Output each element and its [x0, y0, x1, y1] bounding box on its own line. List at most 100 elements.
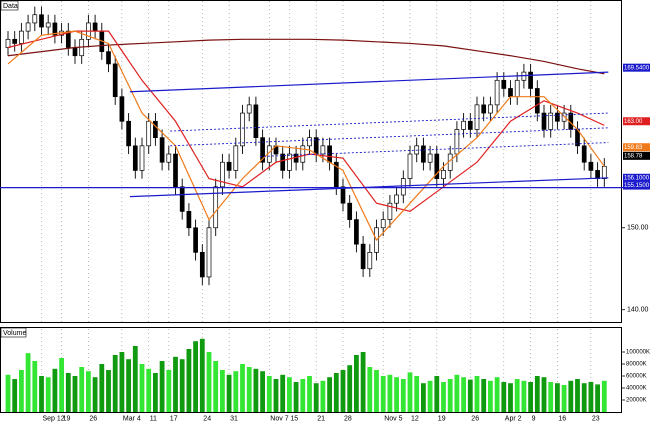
volume-bar	[575, 379, 580, 412]
x-tick-label: 15	[290, 415, 298, 422]
overlay-line	[7, 30, 605, 242]
y-tick-label: 150.00	[627, 225, 649, 232]
y-tick-label: 20000K	[626, 398, 647, 404]
volume-bar	[461, 377, 466, 412]
price-label-box	[623, 173, 650, 182]
candle-body	[260, 137, 265, 163]
volume-bar	[19, 370, 24, 412]
volume-bar	[5, 374, 11, 412]
volume-bar	[253, 368, 259, 412]
volume-bar	[307, 376, 312, 412]
volume-bar	[25, 353, 31, 412]
volume-bar	[568, 380, 574, 412]
volume-bar	[226, 374, 232, 412]
candle-body	[12, 38, 18, 44]
x-tick-label: 19	[63, 415, 71, 422]
volume-bar	[153, 373, 158, 412]
volume-bar	[474, 376, 480, 412]
overlay-line	[170, 112, 609, 132]
volume-bar	[581, 383, 587, 412]
x-tick-label: 12	[411, 415, 419, 422]
volume-bar	[173, 356, 178, 412]
candle-body	[25, 22, 31, 32]
overlay-line	[129, 71, 609, 93]
candle-body	[333, 161, 339, 188]
price-label: 155.1500	[624, 183, 650, 189]
volume-bar	[434, 376, 440, 412]
candle-body	[139, 145, 145, 171]
volume-bar	[400, 379, 406, 412]
candle-body	[186, 211, 192, 229]
volume-bar	[394, 377, 399, 412]
candle-body	[581, 145, 587, 163]
candle-body	[126, 120, 131, 147]
volume-bar	[407, 372, 413, 412]
x-tick-label: 11	[150, 415, 157, 422]
candle-body	[52, 22, 58, 36]
x-tick-label: Nov 5	[384, 415, 402, 422]
price-label: 159.83	[624, 145, 643, 151]
volume-bar	[561, 385, 567, 412]
candle-body	[367, 252, 373, 270]
candle-body	[72, 47, 78, 57]
candle-body	[394, 194, 399, 204]
volume-bar	[601, 380, 607, 412]
price-label: 156.1000	[624, 175, 650, 181]
volume-bar	[367, 367, 373, 412]
volume-bar	[59, 358, 64, 412]
volume-bar	[159, 361, 165, 412]
x-tick-label: 19	[438, 415, 446, 422]
overlay-line	[7, 30, 605, 213]
y-tick-label: 100000K	[626, 350, 650, 356]
volume-bar	[387, 374, 393, 412]
candle-body	[226, 161, 232, 171]
volume-bar	[273, 379, 279, 412]
candle-body	[119, 96, 125, 122]
candle-body	[253, 104, 259, 138]
volume-bar	[313, 383, 319, 412]
candle-body	[400, 178, 406, 196]
y-tick-label: 80000K	[626, 362, 647, 368]
candle-body	[555, 112, 560, 122]
volume-bar	[293, 382, 299, 412]
candle-body	[39, 14, 44, 28]
candle-body	[387, 202, 393, 220]
volume-bar	[360, 352, 366, 412]
volume-bar	[52, 368, 58, 412]
volume-bar	[112, 355, 118, 412]
price-label: 163.00	[624, 119, 643, 125]
volume-bar	[287, 377, 292, 412]
candle-body	[213, 186, 219, 229]
volume-bar	[132, 346, 138, 412]
x-tick-label: Apr 2	[505, 415, 522, 422]
candle-body	[528, 71, 533, 89]
volume-bar	[32, 361, 38, 412]
candle-body	[199, 252, 205, 278]
x-tick-label: 17	[170, 415, 178, 422]
x-tick-label: Sep 12	[43, 415, 65, 422]
candle-body	[166, 153, 172, 163]
candle-body	[246, 104, 252, 114]
candle-body	[132, 145, 138, 171]
candle-body	[454, 129, 460, 155]
x-tick-label: 26	[89, 415, 97, 422]
candle-body	[508, 88, 513, 98]
volume-bar	[119, 352, 125, 412]
candle-body	[287, 153, 292, 171]
volume-bar	[454, 374, 460, 412]
volume-bar	[548, 382, 554, 412]
volume-bar	[79, 367, 85, 412]
candle-body	[32, 14, 38, 24]
volume-bar	[206, 352, 212, 412]
title-box	[0, 0, 19, 11]
volume-bar	[240, 364, 245, 412]
volume-bar	[467, 379, 473, 412]
candle-body	[541, 112, 547, 130]
volume-bar	[347, 365, 353, 412]
candle-body	[595, 170, 600, 179]
price-label-box	[623, 151, 650, 160]
candle-body	[548, 112, 554, 130]
volume-bar	[481, 379, 487, 412]
candle-body	[320, 145, 326, 155]
